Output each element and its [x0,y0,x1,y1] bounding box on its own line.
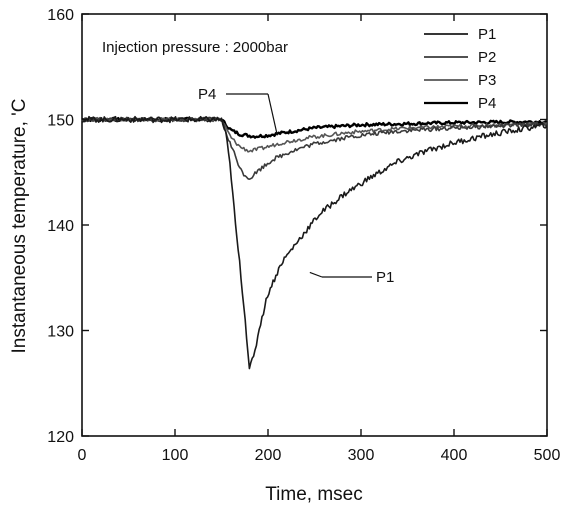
callout-label-p1: P1 [376,269,394,286]
series-lines [81,115,548,370]
x-tick-label: 400 [441,447,468,464]
callout-pointer [267,93,278,136]
x-tick-label: 100 [162,447,189,464]
y-tick-label: 150 [47,113,74,130]
x-tick-label: 200 [255,447,282,464]
y-axis-label: Instantaneous temperature, 'C [9,99,30,354]
x-tick-label: 300 [348,447,375,464]
y-tick-label: 120 [47,429,74,446]
y-tick-label: 130 [47,324,74,341]
annotation-text: Injection pressure : 2000bar [102,39,288,56]
x-axis-label: Time, msec [265,484,362,505]
legend-label-p4: P4 [478,95,496,112]
callout-pointer [309,271,323,278]
series-line-p1 [81,115,548,370]
y-tick-label: 160 [47,7,74,24]
axis-ticks: 0 100 200 300 400 500 120 130 140 150 160 [47,7,560,464]
callouts: P4 P1 [198,86,394,286]
legend-label-p2: P2 [478,49,496,66]
callout-label-p4: P4 [198,86,216,103]
x-tick-label: 500 [534,447,561,464]
legend-label-p3: P3 [478,72,496,89]
legend-label-p1: P1 [478,26,496,43]
y-tick-label: 140 [47,218,74,235]
legend: P1 P2 P3 P4 [424,26,496,112]
x-tick-label: 0 [78,447,87,464]
